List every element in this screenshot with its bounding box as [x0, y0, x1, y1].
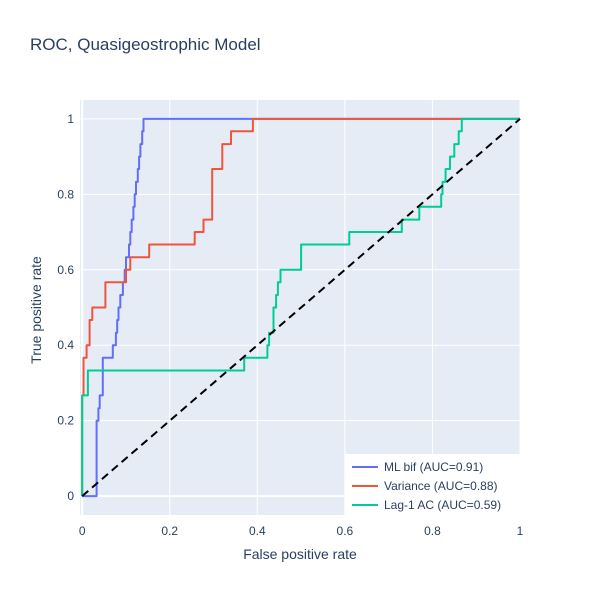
y-axis-title: True positive rate — [28, 256, 44, 364]
x-tick-label: 0.2 — [161, 524, 178, 538]
chart-title: ROC, Quasigeostrophic Model — [30, 35, 261, 54]
x-tick-label: 1 — [517, 524, 524, 538]
tick-labels: 0 0.2 0.4 0.6 0.8 1 0 0.2 0.4 0.6 0.8 1 — [57, 112, 523, 538]
y-tick-label: 1 — [67, 112, 74, 126]
legend-item-label[interactable]: Lag-1 AC (AUC=0.59) — [384, 498, 501, 512]
x-tick-label: 0.4 — [249, 524, 266, 538]
series-line-2 — [81, 117, 520, 497]
chance-diagonal-line — [81, 118, 521, 497]
x-tick-label: 0 — [79, 524, 86, 538]
y-tick-label: 0.8 — [57, 187, 74, 201]
legend-item-label[interactable]: ML bif (AUC=0.91) — [384, 460, 483, 474]
series-line-1 — [81, 117, 520, 497]
x-tick-label: 0.8 — [424, 524, 441, 538]
x-axis-title: False positive rate — [243, 546, 357, 562]
series-line-0 — [82, 117, 520, 498]
y-tick-label: 0.4 — [57, 338, 74, 352]
series-layer — [81, 117, 521, 498]
y-tick-label: 0 — [67, 489, 74, 503]
y-tick-label: 0.6 — [57, 263, 74, 277]
x-tick-label: 0.6 — [337, 524, 354, 538]
legend-item-label[interactable]: Variance (AUC=0.88) — [384, 479, 498, 493]
legend[interactable]: ML bif (AUC=0.91) Variance (AUC=0.88) Lag-… — [345, 454, 520, 520]
y-tick-label: 0.2 — [57, 414, 74, 428]
